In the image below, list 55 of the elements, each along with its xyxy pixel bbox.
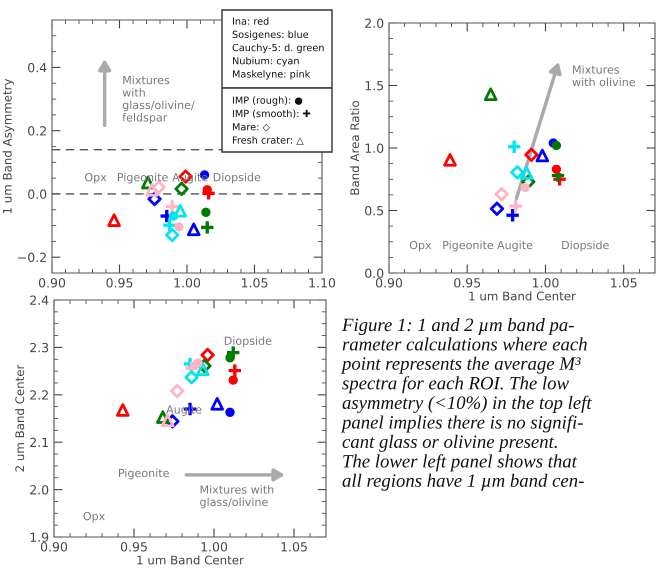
y-axis-title: Band Area Ratio xyxy=(350,101,360,194)
y-tick-label: 1.9 xyxy=(30,532,48,542)
x-tick-label: 1.05 xyxy=(242,278,268,288)
x-tick-label: 1.05 xyxy=(281,542,307,552)
y-tick-label: 2.2 xyxy=(30,390,48,400)
annotation: Fresh crater: △ xyxy=(232,136,304,145)
x-tick-label: 1.00 xyxy=(201,542,228,552)
x-tick-label: 0.95 xyxy=(120,542,147,552)
x-tick-label: 0.95 xyxy=(106,278,132,288)
y-tick-label: −0.2 xyxy=(18,252,46,262)
y-tick-label: 0.0 xyxy=(28,189,46,199)
annotation: Diopside xyxy=(562,240,609,252)
annotation: Opx xyxy=(83,512,105,522)
y-tick-label: 0.0 xyxy=(365,268,384,278)
annotation: Opx xyxy=(85,172,106,184)
x-tick-label: 1.00 xyxy=(532,278,559,288)
x-axis-title: 1 um Band Center xyxy=(137,555,244,564)
text: Figure 1: 1 and 2 µm band pa- rameter calculations where each point represents the average M³ spectra for each ROI. The low asymmetry (<10%) in the top left panel implies there is no signifi- cant glass or olivine present. The lower left panel shows that all regions have 1 µm band cen- xyxy=(340,318,592,491)
annotation: Diopside xyxy=(214,172,260,184)
annotation: Ina: red xyxy=(232,17,268,25)
y-axis-title: 2 um Band Center xyxy=(15,364,24,472)
annotation: Maskelyne: pink xyxy=(232,70,310,80)
y-tick-label: 1.5 xyxy=(366,81,384,90)
x-tick-label: 1.05 xyxy=(611,278,637,288)
x-tick-label: 0.90 xyxy=(40,542,68,552)
annotation: Nubium: cyan xyxy=(232,56,299,66)
annotation: Pigeonite xyxy=(119,468,169,480)
x-tick-label: 1.00 xyxy=(174,278,200,288)
y-tick-label: 0.4 xyxy=(28,62,46,72)
y-tick-label: 2.3 xyxy=(30,342,48,352)
y-tick-label: 2.1 xyxy=(30,438,48,447)
annotation: IMP (smooth): ✚ xyxy=(232,110,310,118)
annotation: Mixtures with glass/olivine/ feldspar xyxy=(122,76,195,124)
x-tick-label: 0.90 xyxy=(38,278,66,288)
annotation: Pigeonite xyxy=(443,240,494,252)
annotation: Opx xyxy=(410,240,432,252)
annotation: Diopside xyxy=(224,336,272,348)
annotation: Sosigenes: blue xyxy=(232,30,308,40)
y-tick-label: 0.5 xyxy=(365,206,384,216)
y-tick-label: 0.2 xyxy=(28,126,46,136)
y-axis-title: 1 um Band Asymmetry xyxy=(2,78,14,214)
annotation: Augite xyxy=(497,240,532,252)
x-tick-label: 0.90 xyxy=(376,278,402,288)
x-tick-label: 1.10 xyxy=(309,278,336,288)
annotation: Mixtures with glass/olivine xyxy=(200,485,274,508)
y-tick-label: 1.0 xyxy=(366,143,384,153)
y-tick-label: 2.0 xyxy=(30,485,48,495)
annotation: Mixtures with olivine xyxy=(572,65,636,86)
annotation: IMP (rough): ● xyxy=(232,96,302,106)
annotation: Mare: ◇ xyxy=(232,123,270,132)
y-tick-label: 2.4 xyxy=(30,295,48,305)
x-axis-title: 1 um Band Center xyxy=(469,291,576,300)
y-tick-label: 2.0 xyxy=(365,18,384,28)
annotation: Cauchy-5: d. green xyxy=(232,44,324,54)
x-tick-label: 0.95 xyxy=(454,278,480,288)
